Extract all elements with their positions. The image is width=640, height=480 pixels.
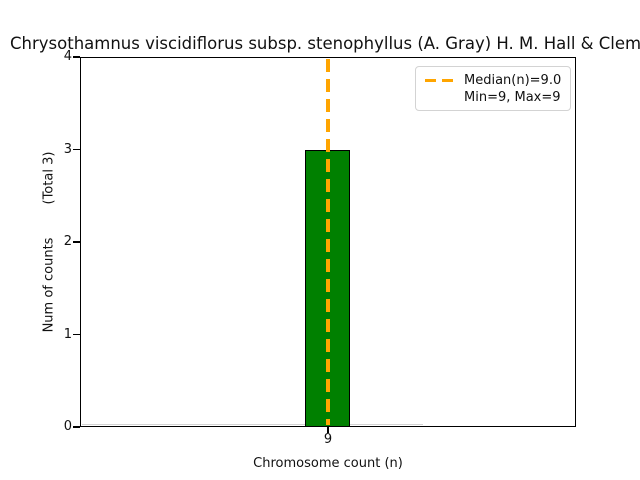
legend-entry-minmax: Min=9, Max=9 [425,89,562,106]
x-tick-label-9: 9 [323,432,333,447]
chart-title: Chrysothamnus viscidiflorus subsp. steno… [10,34,640,53]
dashed-line-icon [425,78,455,83]
zero-count-bins-baseline [82,423,423,426]
y-tick-mark-4 [73,56,80,58]
x-tick-mark-9 [327,427,329,433]
empty-swatch [425,96,455,99]
y-tick-mark-1 [73,333,80,336]
legend-median-label: Median(n)=9.0 [464,73,562,88]
legend-minmax-label: Min=9, Max=9 [464,90,561,105]
y-axis-label: Num of counts (Total 3) [41,151,57,333]
y-tick-label-1: 1 [63,326,72,342]
median-line [326,59,330,425]
y-tick-label-3: 3 [63,141,72,157]
y-tick-label-4: 4 [63,49,72,64]
y-tick-label-2: 2 [63,234,72,249]
y-tick-mark-2 [73,241,80,243]
y-tick-mark-0 [73,426,80,428]
y-tick-mark-3 [73,148,80,151]
x-axis-label: Chromosome count (n) [253,456,403,471]
legend-entry-median: Median(n)=9.0 [425,72,562,89]
legend: Median(n)=9.0 Min=9, Max=9 [415,66,571,111]
y-tick-label-0: 0 [63,419,72,434]
